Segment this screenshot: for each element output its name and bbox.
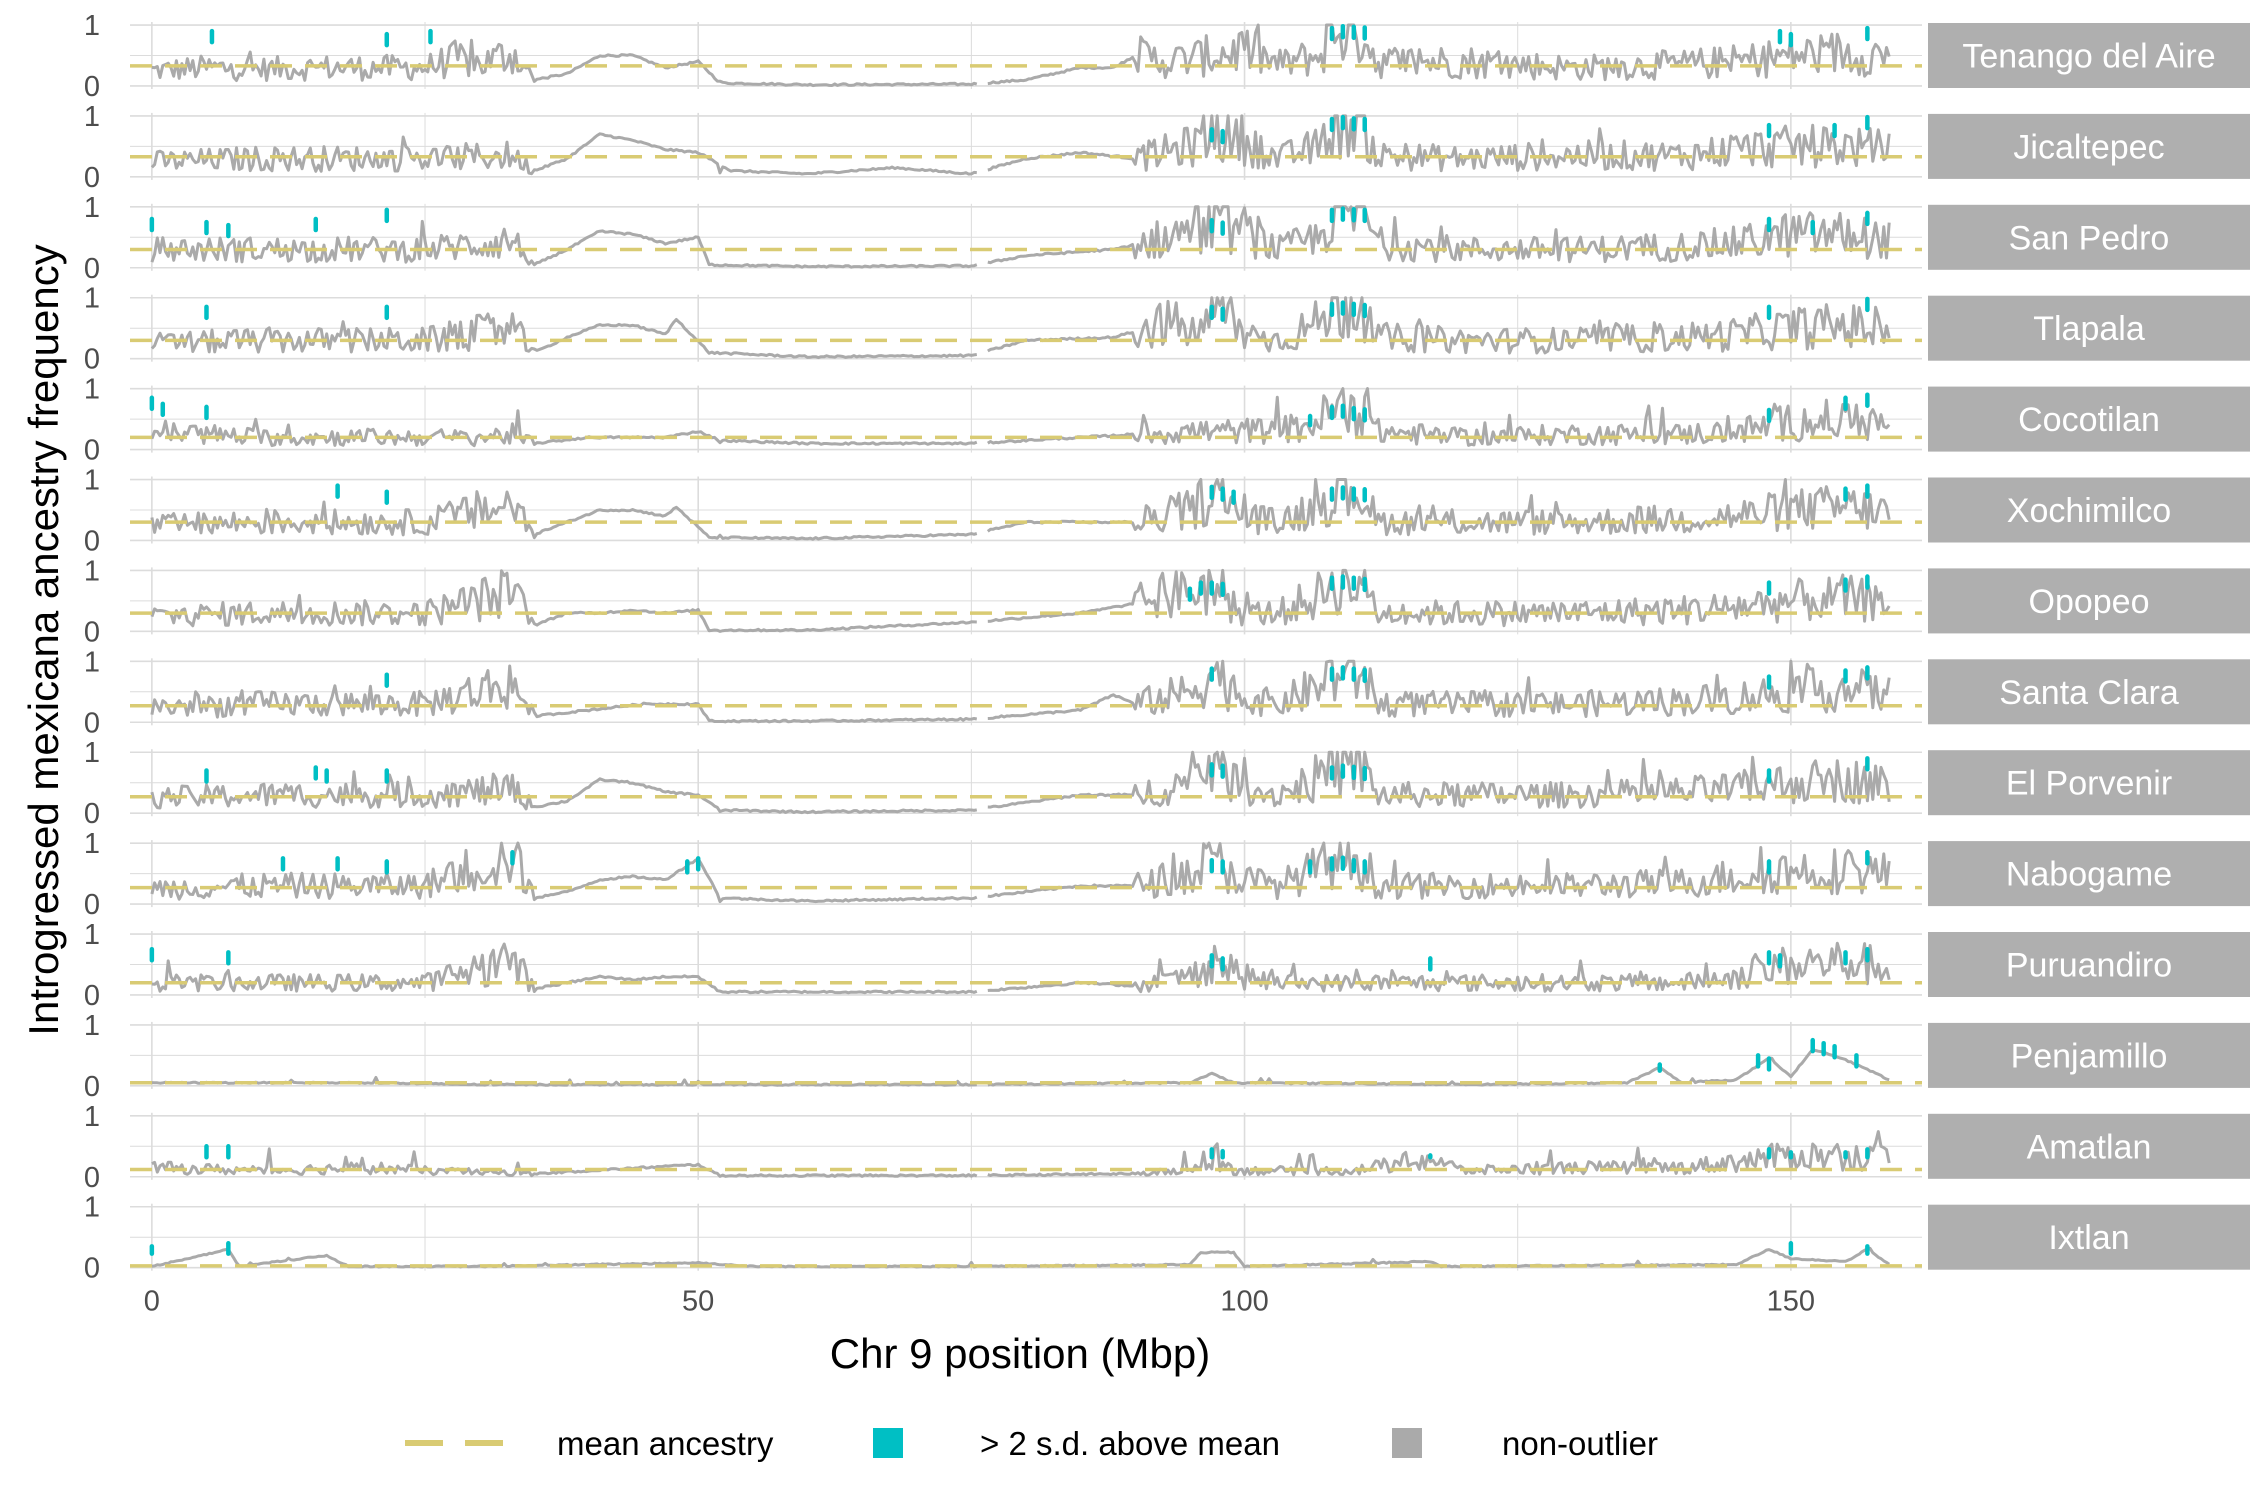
- facet-strip: [1928, 1204, 2250, 1270]
- facet-panel: 0 1 Ixtlan: [84, 1192, 2250, 1285]
- ancestry-trace: [150, 750, 1891, 815]
- ancestry-trace: [150, 114, 1891, 176]
- legend-key-outlier: [873, 1428, 903, 1458]
- facet-strip: [1928, 23, 2250, 88]
- facet-strip-label: Santa Clara: [1999, 674, 2179, 712]
- facet-strip: [1928, 568, 2250, 634]
- facet-strip-label: Ixtlan: [2048, 1219, 2129, 1257]
- x-tick-label: 150: [1767, 1286, 1815, 1318]
- facet-strip: [1928, 1113, 2250, 1179]
- y-tick-label: 0: [84, 889, 100, 921]
- y-tick-label: 0: [84, 344, 100, 376]
- y-tick-label: 1: [84, 101, 100, 133]
- facet-strip-label: Amatlan: [2027, 1128, 2152, 1166]
- y-tick-label: 0: [84, 162, 100, 194]
- ancestry-trace: [151, 941, 1891, 995]
- facet-panel: 0 1 Opopeo: [84, 555, 2250, 648]
- y-tick-label: 1: [84, 1101, 100, 1133]
- y-tick-label: 1: [84, 283, 100, 315]
- facet-strip-label: Tenango del Aire: [1962, 38, 2215, 76]
- ancestry-trace: [150, 478, 1891, 541]
- y-tick-label: 0: [84, 980, 100, 1012]
- facet-panel: 0 1 Tlapala: [84, 283, 2250, 376]
- facet-strip-label: Cocotilan: [2018, 401, 2160, 439]
- y-tick-label: 1: [84, 192, 100, 224]
- y-tick-label: 0: [84, 435, 100, 467]
- y-tick-label: 0: [84, 253, 100, 285]
- legend-key-non-outlier: [1392, 1428, 1422, 1458]
- y-tick-label: 0: [84, 1162, 100, 1194]
- y-tick-label: 1: [84, 919, 100, 951]
- legend: mean ancestry > 2 s.d. above mean non-ou…: [405, 1425, 1658, 1462]
- facet-panel: 0 1 Puruandiro: [84, 919, 2250, 1012]
- y-tick-label: 0: [84, 798, 100, 830]
- y-tick-label: 1: [84, 374, 100, 406]
- facet-panel: 0 1 Cocotilan: [84, 374, 2250, 467]
- ancestry-trace: [150, 841, 1891, 904]
- y-axis-title: Introgressed mexicana ancestry frequency: [20, 244, 67, 1035]
- facet-strip-label: Puruandiro: [2006, 947, 2172, 985]
- facet-strip-label: El Porvenir: [2006, 765, 2172, 803]
- y-tick-label: 0: [84, 71, 100, 103]
- facet-strip: [1928, 295, 2250, 361]
- facet-panel: 0 1 Tenango del Aire: [84, 10, 2250, 103]
- facet-strip: [1928, 932, 2250, 997]
- facet-strip-label: Penjamillo: [2011, 1037, 2168, 1075]
- y-tick-label: 0: [84, 525, 100, 557]
- y-tick-label: 1: [84, 10, 100, 42]
- facet-strip-label: Nabogame: [2006, 856, 2172, 894]
- y-tick-label: 1: [84, 737, 100, 769]
- y-tick-label: 1: [84, 828, 100, 860]
- facet-strip: [1928, 1022, 2250, 1088]
- x-tick-label: 0: [144, 1286, 160, 1318]
- facet-strip: [1928, 841, 2250, 907]
- y-tick-label: 0: [84, 707, 100, 739]
- legend-label-non-outlier: non-outlier: [1502, 1425, 1658, 1462]
- facet-strip: [1928, 113, 2250, 179]
- facet-strip: [1928, 750, 2250, 816]
- facet-strip: [1928, 386, 2250, 452]
- ancestry-trace: [151, 23, 1891, 88]
- facet-panel: 0 1 Santa Clara: [84, 646, 2250, 739]
- y-tick-label: 0: [84, 1253, 100, 1285]
- ancestry-trace: [150, 296, 1891, 360]
- legend-item-outlier: > 2 s.d. above mean: [873, 1425, 1280, 1462]
- facet-strip-label: Opopeo: [2029, 583, 2150, 621]
- y-tick-label: 0: [84, 616, 100, 648]
- legend-item-non-outlier: non-outlier: [1392, 1425, 1658, 1462]
- facet-panel: 0 1 Amatlan: [84, 1101, 2250, 1194]
- facet-panel: 0 1 Jicaltepec: [84, 101, 2250, 194]
- facet-strip: [1928, 477, 2250, 543]
- facet-strip-label: Jicaltepec: [2013, 128, 2164, 166]
- y-tick-label: 1: [84, 646, 100, 678]
- y-tick-label: 1: [84, 1192, 100, 1224]
- x-tick-label: 100: [1220, 1286, 1268, 1318]
- facet-strip: [1928, 659, 2250, 725]
- facet-strip: [1928, 204, 2250, 270]
- x-axis: 0 50 100 150: [144, 1286, 1815, 1318]
- facet-panel: 0 1 El Porvenir: [84, 737, 2250, 830]
- y-tick-label: 1: [84, 465, 100, 497]
- legend-item-mean: mean ancestry: [405, 1425, 774, 1462]
- facet-panel: 0 1 San Pedro: [84, 192, 2250, 285]
- y-tick-label: 1: [84, 555, 100, 587]
- ancestry-trace: [150, 387, 1891, 448]
- y-tick-label: 1: [84, 1010, 100, 1042]
- x-tick-label: 50: [682, 1286, 714, 1318]
- facet-strip-label: Tlapala: [2033, 310, 2145, 348]
- facet-strip-label: Xochimilco: [2007, 492, 2171, 530]
- legend-label-outlier: > 2 s.d. above mean: [980, 1425, 1280, 1462]
- facet-panel: 0 1 Nabogame: [84, 828, 2250, 921]
- legend-label-mean: mean ancestry: [557, 1425, 774, 1462]
- y-tick-label: 0: [84, 1071, 100, 1103]
- facet-strip-label: San Pedro: [2009, 219, 2170, 257]
- facet-panel: 0 1 Xochimilco: [84, 465, 2250, 557]
- x-axis-title: Chr 9 position (Mbp): [830, 1330, 1210, 1377]
- facet-panel: 0 1 Penjamillo: [84, 1010, 2250, 1103]
